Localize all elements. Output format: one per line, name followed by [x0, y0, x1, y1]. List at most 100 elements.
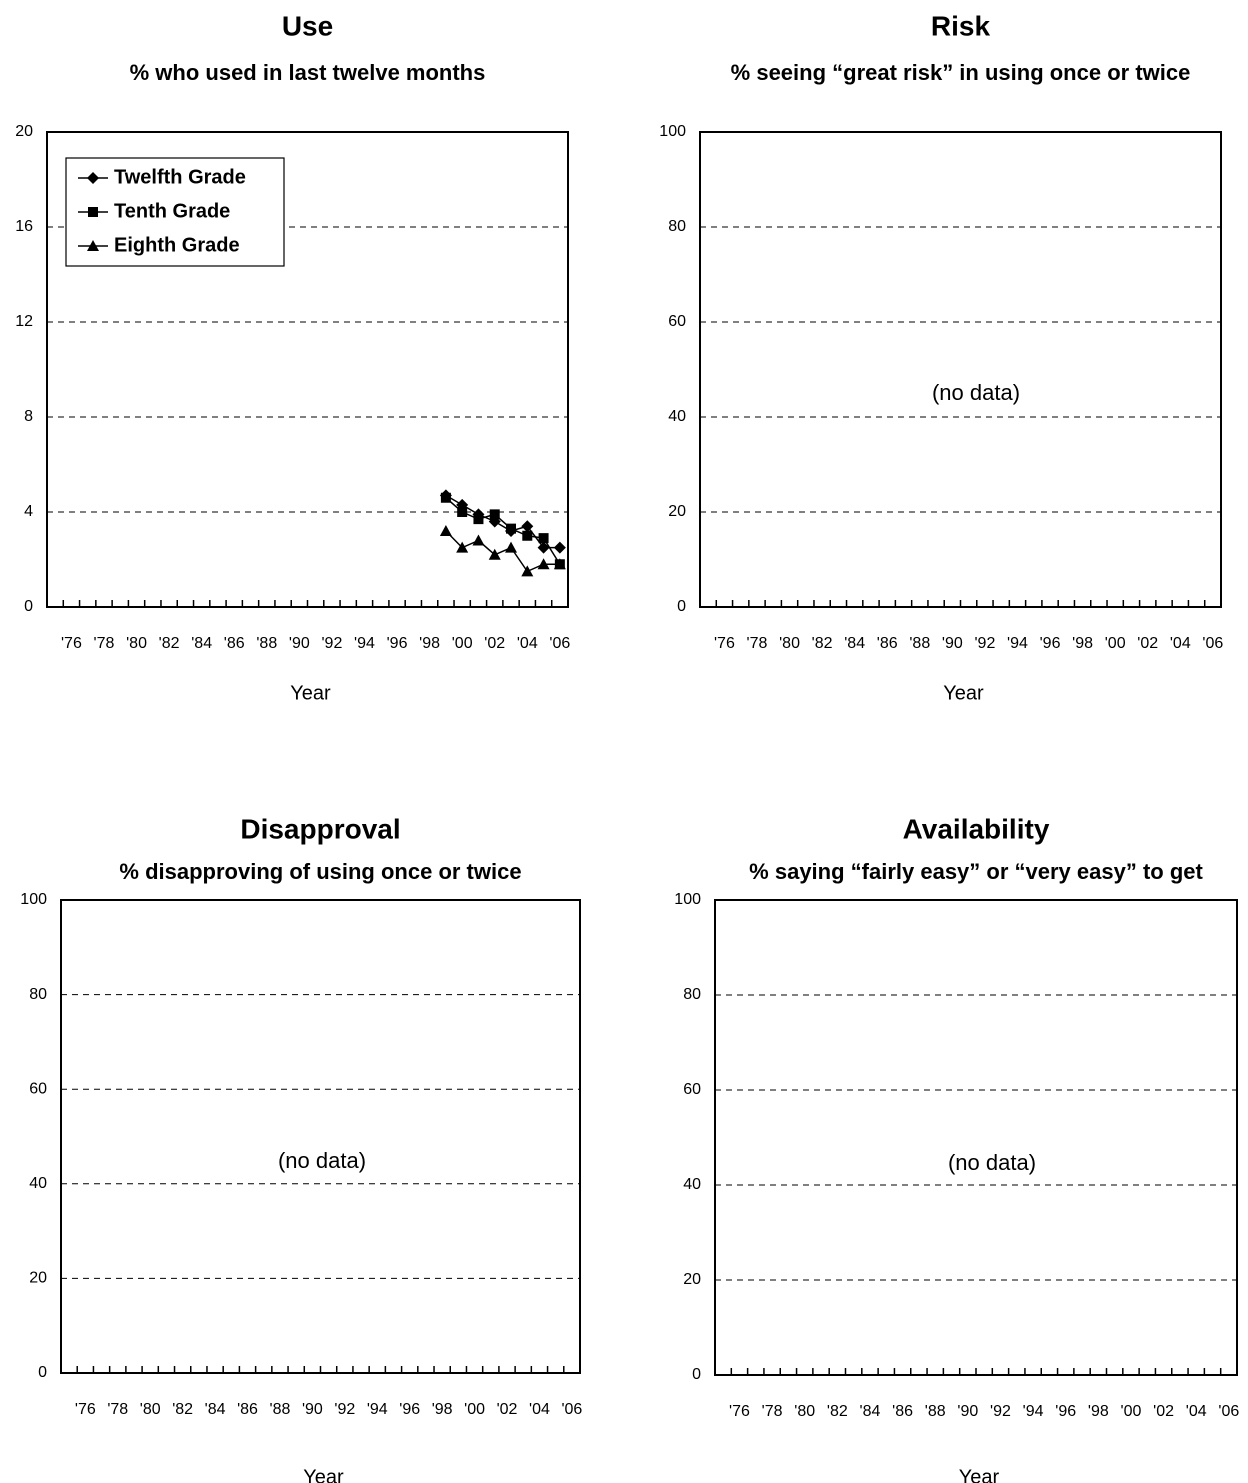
x-tick-label: '78 [762, 1403, 783, 1420]
x-tick-label: '04 [1170, 635, 1191, 652]
y-tick-label: 60 [668, 313, 686, 330]
legend-label: Eighth Grade [114, 234, 240, 256]
x-tick-label: '02 [484, 635, 505, 652]
y-tick-label: 12 [15, 313, 33, 330]
x-tick-label: '80 [794, 1403, 815, 1420]
x-tick-label: '88 [256, 635, 277, 652]
data-point [439, 525, 452, 536]
data-point [505, 541, 518, 553]
x-tick-label: '84 [844, 635, 865, 652]
y-tick-label: 100 [20, 891, 47, 908]
data-point [522, 530, 533, 541]
x-tick-label: '80 [779, 635, 800, 652]
chart-panel-disapproval: Disapproval % disapproving of using once … [20, 813, 582, 1483]
plot-frame [699, 131, 1222, 608]
y-tick-label: 100 [674, 891, 701, 908]
y-tick-label: 60 [683, 1081, 701, 1098]
x-tick-label: '88 [909, 635, 930, 652]
x-tick-label: '92 [990, 1403, 1011, 1420]
x-tick-label: '06 [1202, 635, 1223, 652]
x-tick-label: '06 [561, 1401, 582, 1418]
x-tick-label: '92 [321, 635, 342, 652]
x-tick-label: '82 [172, 1401, 193, 1418]
y-tick-label: 20 [29, 1270, 47, 1287]
y-tick-label: 60 [29, 1080, 47, 1097]
y-tick-label: 16 [15, 218, 33, 235]
x-tick-label: '88 [270, 1401, 291, 1418]
x-tick-label: '78 [747, 635, 768, 652]
x-tick-label: '98 [419, 635, 440, 652]
x-tick-label: '84 [191, 635, 212, 652]
x-tick-label: '00 [452, 635, 473, 652]
y-tick-label: 4 [24, 503, 33, 520]
x-tick-label: '82 [159, 635, 180, 652]
data-point [506, 523, 517, 534]
no-data-label: (no data) [278, 1148, 366, 1173]
x-tick-label: '04 [1186, 1403, 1207, 1420]
chart-title: Use [282, 10, 333, 41]
x-tick-label: '00 [1121, 1403, 1142, 1420]
x-axis-title: Year [943, 682, 984, 704]
x-tick-label: '86 [877, 635, 898, 652]
chart-panel-availability: Availability % saying “fairly easy” or “v… [674, 813, 1239, 1483]
chart-subtitle: % disapproving of using once or twice [119, 859, 521, 884]
x-tick-label: '96 [399, 1401, 420, 1418]
y-tick-label: 0 [38, 1364, 47, 1381]
chart-title: Risk [931, 10, 991, 41]
data-point [521, 565, 534, 577]
y-tick-label: 40 [29, 1175, 47, 1192]
x-tick-label: '96 [1055, 1403, 1076, 1420]
x-tick-label: '06 [1218, 1403, 1239, 1420]
x-axis-title: Year [959, 1466, 1000, 1483]
no-data-label: (no data) [932, 380, 1020, 405]
data-point [473, 514, 484, 525]
x-tick-label: '92 [974, 635, 995, 652]
x-tick-label: '78 [94, 635, 115, 652]
data-point [553, 558, 566, 570]
x-tick-label: '82 [812, 635, 833, 652]
data-point [488, 548, 501, 560]
x-tick-label: '94 [1007, 635, 1028, 652]
data-point [440, 492, 451, 503]
chart-subtitle: % saying “fairly easy” or “very easy” to… [749, 859, 1203, 884]
no-data-label: (no data) [948, 1150, 1036, 1175]
x-tick-label: '02 [497, 1401, 518, 1418]
x-tick-label: '02 [1137, 635, 1158, 652]
x-tick-label: '90 [942, 635, 963, 652]
y-tick-label: 80 [29, 986, 47, 1003]
y-tick-label: 100 [659, 123, 686, 140]
chart-title: Availability [903, 813, 1050, 844]
data-point [553, 541, 566, 554]
legend: Twelfth Grade Tenth Grade Eighth Grade [65, 157, 285, 267]
y-tick-label: 20 [683, 1271, 701, 1288]
x-tick-label: '80 [140, 1401, 161, 1418]
data-point [538, 533, 549, 544]
chart-panel-risk: Risk % seeing “great risk” in using once … [659, 10, 1223, 704]
data-point [521, 520, 534, 533]
x-tick-label: '86 [892, 1403, 913, 1420]
chart-panel-use: Use % who used in last twelve months 0 4 8 12… [15, 10, 570, 704]
plot-frame [60, 899, 581, 1374]
chart-subtitle: % seeing “great risk” in using once or t… [731, 60, 1191, 85]
legend-marker [88, 207, 98, 217]
x-tick-label: '76 [75, 1401, 96, 1418]
x-tick-label: '80 [126, 635, 147, 652]
data-point [456, 541, 469, 553]
y-tick-label: 20 [668, 503, 686, 520]
x-tick-label: '90 [289, 635, 310, 652]
x-tick-label: '96 [1040, 635, 1061, 652]
x-tick-label: '06 [549, 635, 570, 652]
x-tick-label: '04 [529, 1401, 550, 1418]
legend-label: Tenth Grade [114, 200, 230, 222]
x-tick-label: '98 [432, 1401, 453, 1418]
x-tick-label: '96 [387, 635, 408, 652]
x-tick-label: '76 [729, 1403, 750, 1420]
x-tick-label: '94 [1023, 1403, 1044, 1420]
y-tick-label: 40 [683, 1176, 701, 1193]
chart-title: Disapproval [240, 813, 400, 844]
y-tick-label: 8 [24, 408, 33, 425]
x-tick-label: '76 [714, 635, 735, 652]
x-tick-label: '86 [224, 635, 245, 652]
y-tick-label: 0 [692, 1366, 701, 1383]
